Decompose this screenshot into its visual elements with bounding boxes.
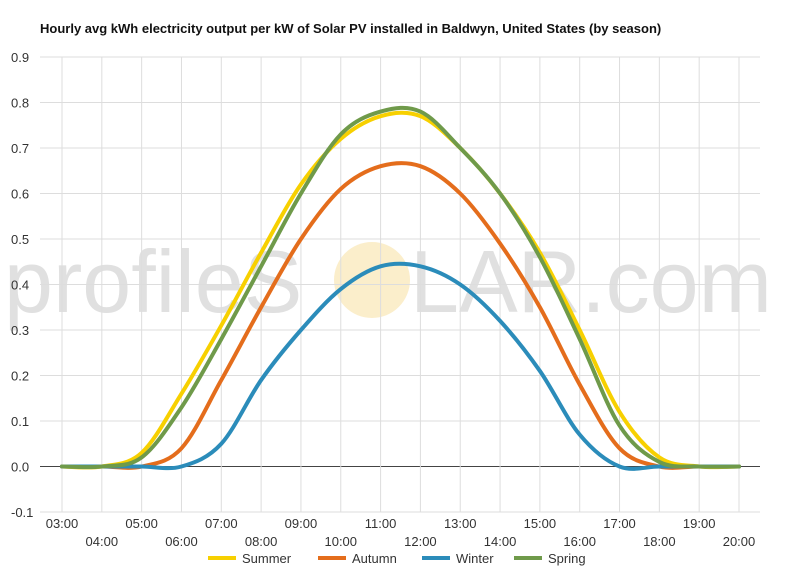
sun-icon (334, 242, 410, 318)
x-tick-label: 07:00 (205, 516, 238, 531)
legend-label: Autumn (352, 551, 397, 566)
x-tick-label: 10:00 (324, 534, 357, 549)
y-tick-label: 0.8 (11, 96, 29, 111)
x-tick-label: 20:00 (723, 534, 756, 549)
legend-label: Summer (242, 551, 292, 566)
series-line-summer (60, 110, 741, 470)
x-tick-label: 12:00 (404, 534, 437, 549)
x-tick-label: 14:00 (484, 534, 517, 549)
x-tick-label: 17:00 (603, 516, 636, 531)
y-tick-label: -0.1 (11, 505, 33, 520)
x-tick-label: 13:00 (444, 516, 477, 531)
x-tick-label: 15:00 (524, 516, 557, 531)
series-line-autumn (60, 161, 741, 470)
x-tick-label: 09:00 (285, 516, 318, 531)
legend-label: Spring (548, 551, 586, 566)
y-tick-label: 0.4 (11, 278, 29, 293)
watermark-logo: profileS LAR.com (4, 232, 772, 331)
y-axis: -0.1 0.0 0.1 0.2 0.3 0.4 0.5 0.6 0.7 0.8 0.9 (11, 50, 33, 520)
y-tick-label: 0.0 (11, 460, 29, 475)
y-tick-label: 0.7 (11, 141, 29, 156)
y-tick-label: 0.1 (11, 414, 29, 429)
x-tick-label: 03:00 (46, 516, 79, 531)
series-line-winter (60, 261, 741, 471)
x-tick-label: 06:00 (165, 534, 198, 549)
series-line-spring (60, 105, 741, 470)
legend: Summer Autumn Winter Spring (208, 551, 586, 566)
x-tick-label: 11:00 (365, 516, 397, 531)
watermark-right: LAR.com (410, 232, 772, 331)
y-tick-label: 0.5 (11, 232, 29, 247)
plot-area (60, 105, 741, 471)
x-tick-label: 05:00 (125, 516, 158, 531)
x-tick-label: 19:00 (683, 516, 716, 531)
y-tick-label: 0.2 (11, 369, 29, 384)
x-tick-label: 08:00 (245, 534, 278, 549)
chart-title: Hourly avg kWh electricity output per kW… (40, 21, 661, 36)
y-tick-label: 0.6 (11, 187, 29, 202)
legend-label: Winter (456, 551, 494, 566)
x-tick-label: 04:00 (86, 534, 119, 549)
x-tick-label: 18:00 (643, 534, 676, 549)
x-tick-label: 16:00 (563, 534, 596, 549)
x-axis: 03:00 04:00 05:00 06:00 07:00 08:00 09:00 10:00… (46, 516, 756, 549)
y-tick-label: 0.3 (11, 323, 29, 338)
y-tick-label: 0.9 (11, 50, 29, 65)
